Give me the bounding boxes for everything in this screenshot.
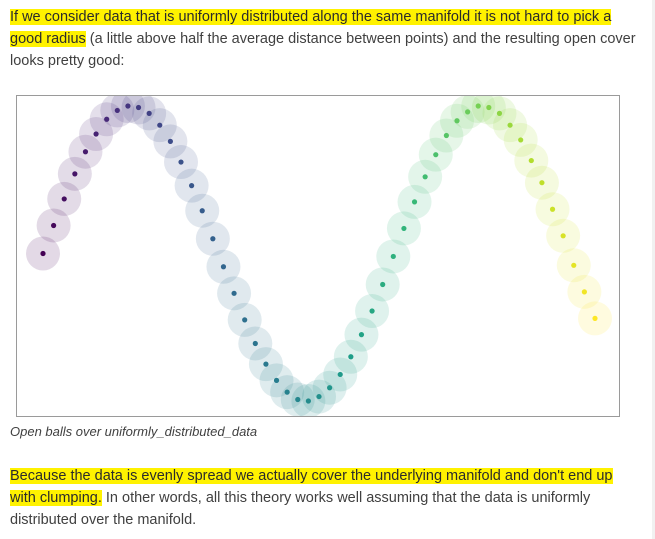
data-point (114, 107, 120, 114)
data-point (242, 317, 248, 323)
data-point (518, 137, 524, 143)
data-point (178, 159, 184, 165)
data-point (422, 174, 428, 180)
data-point (539, 180, 545, 186)
data-point (273, 377, 280, 383)
data-point (167, 138, 173, 144)
data-point (305, 398, 311, 404)
data-point (549, 206, 556, 212)
data-point (560, 233, 566, 239)
data-point (40, 250, 46, 257)
data-point (486, 104, 492, 111)
data-point (104, 116, 110, 122)
data-point (231, 290, 237, 296)
data-point (51, 222, 57, 229)
intro-text: (a little above half the average distanc… (10, 31, 636, 69)
intro-paragraph: If we consider data that is uniformly di… (10, 6, 640, 72)
data-point (263, 361, 269, 367)
data-point (157, 122, 163, 128)
data-point (528, 157, 534, 164)
open-balls-layer (26, 96, 612, 416)
scatter-plot (26, 96, 612, 416)
open-ball (121, 96, 156, 125)
open-ball (461, 96, 496, 123)
data-point (475, 103, 481, 109)
data-point (146, 110, 152, 116)
data-point (433, 152, 439, 158)
data-point (199, 208, 205, 214)
data-point (210, 236, 216, 242)
data-point (316, 393, 322, 400)
data-point (72, 171, 78, 177)
data-point (125, 103, 131, 109)
open-ball (471, 96, 506, 125)
data-point (496, 110, 503, 116)
data-point (443, 132, 449, 139)
data-point (93, 131, 99, 137)
data-point (581, 289, 587, 295)
data-point (189, 183, 195, 189)
data-point (390, 253, 396, 260)
data-point (220, 264, 227, 270)
data-point (358, 332, 365, 338)
data-point (507, 122, 513, 128)
data-point (295, 396, 301, 403)
data-point (348, 354, 354, 360)
data-point (571, 262, 577, 268)
data-point (380, 281, 386, 288)
data-point (82, 149, 89, 155)
data-point (369, 308, 375, 314)
data-point (592, 315, 598, 321)
data-point (454, 118, 460, 124)
outro-paragraph: Because the data is evenly spread we act… (10, 465, 640, 531)
data-points-layer (40, 103, 598, 404)
figure-caption: Open balls over uniformly_distributed_da… (10, 424, 258, 439)
data-point (401, 225, 407, 232)
data-point (327, 385, 333, 391)
data-point (337, 371, 343, 378)
open-ball (110, 96, 145, 123)
data-point (61, 196, 67, 202)
scrollbar-track[interactable] (652, 0, 655, 539)
data-point (284, 389, 290, 395)
data-point (465, 109, 471, 115)
data-point (135, 104, 142, 111)
data-point (252, 340, 258, 347)
data-point (411, 199, 418, 205)
open-balls-figure (16, 95, 620, 417)
outro-text: In other words, all this theory works we… (10, 490, 591, 528)
